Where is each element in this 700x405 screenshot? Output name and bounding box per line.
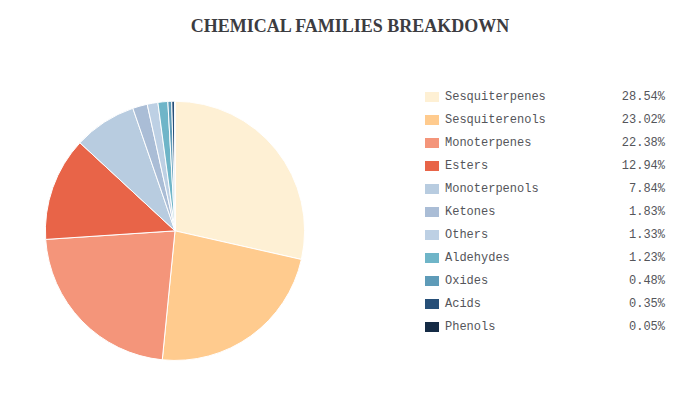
svg-text:Acids: Acids: [445, 297, 481, 311]
svg-text:Esters: Esters: [445, 159, 488, 173]
svg-text:23.02%: 23.02%: [622, 113, 666, 127]
svg-text:12.94%: 12.94%: [622, 159, 666, 173]
svg-text:7.84%: 7.84%: [629, 182, 666, 196]
svg-text:1.23%: 1.23%: [629, 251, 666, 265]
svg-text:1.33%: 1.33%: [629, 228, 666, 242]
svg-text:Sesquiterpenes: Sesquiterpenes: [445, 90, 546, 104]
svg-text:Ketones: Ketones: [445, 205, 495, 219]
svg-text:Monoterpenes: Monoterpenes: [445, 136, 531, 150]
svg-text:Sesquiterenols: Sesquiterenols: [445, 113, 546, 127]
svg-text:Monoterpenols: Monoterpenols: [445, 182, 539, 196]
svg-text:22.38%: 22.38%: [622, 136, 666, 150]
svg-text:Phenols: Phenols: [445, 320, 495, 334]
svg-text:1.83%: 1.83%: [629, 205, 666, 219]
svg-text:Oxides: Oxides: [445, 274, 488, 288]
svg-text:28.54%: 28.54%: [622, 90, 666, 104]
svg-text:Others: Others: [445, 228, 488, 242]
svg-text:0.48%: 0.48%: [629, 274, 666, 288]
svg-text:Aldehydes: Aldehydes: [445, 251, 510, 265]
svg-text:CHEMICAL FAMILIES BREAKDOWN: CHEMICAL FAMILIES BREAKDOWN: [191, 16, 510, 36]
svg-text:0.35%: 0.35%: [629, 297, 666, 311]
svg-text:0.05%: 0.05%: [629, 320, 666, 334]
